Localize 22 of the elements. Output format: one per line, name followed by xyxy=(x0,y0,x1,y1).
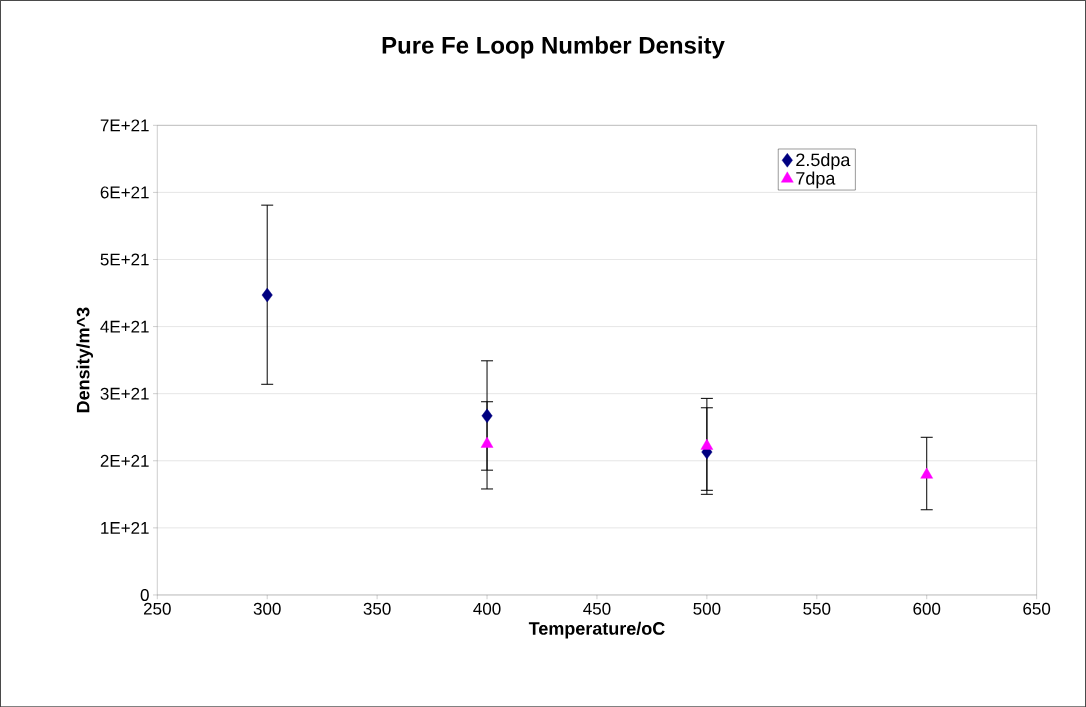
x-tick-label: 400 xyxy=(473,602,501,615)
y-tick-label: 4E+21 xyxy=(100,320,149,333)
x-tick-label: 650 xyxy=(1023,602,1051,615)
x-axis-title: Temperature/oC xyxy=(528,621,665,639)
x-tick-label: 300 xyxy=(253,602,281,615)
x-tick-label: 500 xyxy=(693,602,721,615)
x-tick-label: 550 xyxy=(803,602,831,615)
y-tick-label: 3E+21 xyxy=(100,387,149,400)
x-tick-label: 450 xyxy=(583,602,611,615)
chart-title: Pure Fe Loop Number Density xyxy=(382,36,725,59)
y-tick-label: 1E+21 xyxy=(101,521,149,534)
legend-label: 7dpa xyxy=(796,171,836,189)
y-tick-label: 7E+21 xyxy=(100,119,149,132)
y-tick-label: 5E+21 xyxy=(100,253,149,266)
x-tick-label: 350 xyxy=(363,602,391,615)
y-axis-title: Density/m^3 xyxy=(76,307,94,413)
x-tick-label: 600 xyxy=(913,602,941,615)
y-tick-label: 6E+21 xyxy=(100,186,149,199)
legend-label: 2.5dpa xyxy=(796,152,851,170)
x-tick-label: 250 xyxy=(143,602,171,615)
y-tick-label: 2E+21 xyxy=(100,454,149,467)
y-tick-label: 0 xyxy=(140,588,149,601)
